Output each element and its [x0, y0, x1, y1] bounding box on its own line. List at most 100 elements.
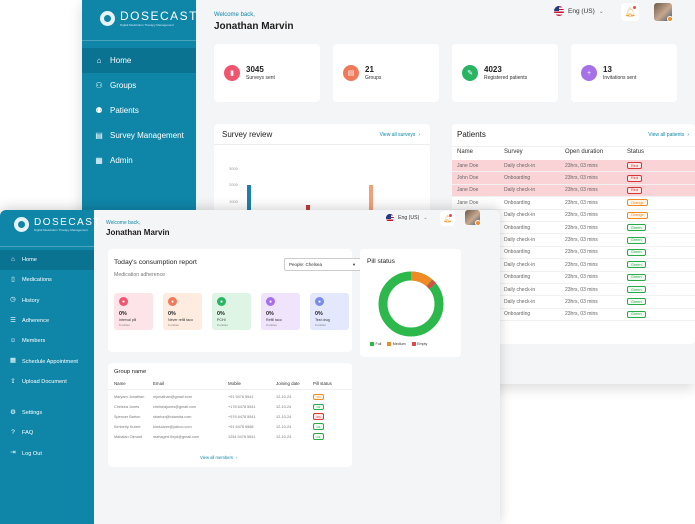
pill-icon: ●	[119, 297, 128, 306]
group-table-body: Maryam Jonathan mjonathan@gmail.com +91 94…	[108, 392, 352, 441]
status-badge: Green	[627, 273, 646, 281]
sidebar-item-settings[interactable]: ⚙ Settings	[0, 403, 94, 423]
table-row[interactable]: Kimberly Kutzer kimkutzer@yahoo.com +91 64…	[108, 422, 352, 432]
metric-card[interactable]: ● 0% Interval pill 0 entries	[114, 293, 153, 330]
brand-tagline: Digital Medication Therapy Management	[120, 23, 174, 27]
table-row[interactable]: Daily check-in 23hrs, 03 mins Green	[452, 259, 695, 272]
language-selector[interactable]: Eng (US) ⌄	[554, 6, 604, 16]
brand-name: DOSECAST	[34, 217, 102, 228]
view-all-members-link[interactable]: View all members ›	[200, 455, 237, 460]
table-row[interactable]: John Doe Onboarding 23hrs, 03 mins Red	[452, 172, 695, 185]
notification-bell-icon[interactable]: 🔔︎	[621, 3, 639, 21]
cell-status: Green	[627, 236, 687, 244]
col-header-name: Name	[457, 149, 474, 155]
sidebar-item-label: Survey Management	[110, 131, 184, 140]
metric-sub: 0 entries	[266, 322, 277, 327]
table-row[interactable]: Chelsea Jones chelseajones@gmail.com +178 …	[108, 402, 352, 412]
table-row[interactable]: Jane Doe Daily check-in 23hrs, 03 mins Red	[452, 160, 695, 173]
sidebar-item-patients[interactable]: ⚉ Patients	[82, 98, 196, 123]
view-all-patients-link[interactable]: View all patients ›	[648, 132, 689, 138]
sidebar-item-medications[interactable]: ▯ Medications	[0, 270, 94, 290]
cell-duration: 23hrs, 03 mins	[565, 237, 598, 244]
sidebar-item-adherence[interactable]: ☰ Adherence	[0, 311, 94, 331]
cell-status: Orange	[627, 199, 687, 207]
y-axis-tick: 1000	[229, 199, 238, 204]
sidebar-item-label: FAQ	[22, 430, 34, 437]
sidebar-item-home[interactable]: ⌂ Home	[0, 250, 94, 271]
sidebar-item-admin[interactable]: ▦ Admin	[82, 148, 196, 173]
avatar[interactable]	[654, 3, 673, 22]
sidebar-item-label: Upload Document	[22, 378, 67, 385]
stat-text: 21 Groups	[365, 65, 381, 81]
table-row[interactable]: Jane Doe Daily check-in 23hrs, 03 mins Red	[452, 184, 695, 198]
sidebar-item-label: Patients	[110, 106, 139, 115]
table-row[interactable]: Jane Doe Onboarding 23hrs, 03 mins Orange	[452, 197, 695, 210]
sidebar-item-faq[interactable]: ? FAQ	[0, 423, 94, 443]
stat-card: ▮ 3045 Surveys sent	[214, 44, 320, 102]
sidebar-item-upload-document[interactable]: ⇪ Upload Document	[0, 372, 94, 392]
table-row[interactable]: Daily check-in 23hrs, 03 mins Green	[452, 296, 695, 309]
table-row[interactable]: Onboarding 23hrs, 03 mins Green	[452, 222, 695, 235]
table-row[interactable]: Maryam Jonathan mjonathan@gmail.com +91 94…	[108, 392, 352, 402]
cell-survey: Daily check-in	[504, 286, 536, 293]
table-row[interactable]: Daily check-in 23hrs, 03 mins Green	[452, 284, 695, 297]
col-header-survey: Survey	[504, 149, 523, 155]
survey-icon: ▤	[95, 130, 103, 140]
cell-date: 12-10-24	[276, 434, 292, 439]
cell-name: John Doe	[457, 175, 479, 182]
cell-duration: 23hrs, 03 mins	[565, 199, 598, 206]
sidebar-item-home[interactable]: ⌂ Home	[82, 48, 196, 73]
card-divider	[214, 144, 430, 145]
metric-label: Interval pill	[119, 318, 137, 322]
sidebar-item-schedule-appointment[interactable]: ▦ Schedule Appointment	[0, 351, 94, 371]
metric-card[interactable]: ● 0% PCHI 0 entries	[212, 293, 251, 330]
table-row[interactable]: Daily check-in 23hrs, 03 mins Green	[452, 234, 695, 247]
cell-name: Spencer Barton	[114, 414, 141, 419]
user-add-icon: +	[581, 65, 597, 81]
legend-item: Medium	[387, 342, 406, 347]
table-row[interactable]: Onboarding 23hrs, 03 mins Green	[452, 309, 695, 322]
metric-sub: 0 entries	[217, 322, 228, 327]
brand-logo[interactable]: DOSECAST Digital Medication Therapy Mana…	[14, 217, 101, 232]
stat-label: Registered patients	[484, 75, 528, 81]
sidebar-item-log-out[interactable]: ⇥ Log Out	[0, 444, 94, 464]
sidebar-item-groups[interactable]: ⚇ Groups	[82, 73, 196, 98]
table-row[interactable]: Onboarding 23hrs, 03 mins Green	[452, 247, 695, 260]
table-row[interactable]: Spencer Barton sbarton@tutanota.com +976 6…	[108, 412, 352, 422]
cell-status: Green	[627, 310, 687, 318]
sidebar-item-history[interactable]: ◷ History	[0, 291, 94, 311]
chevron-right-icon: ›	[418, 132, 420, 138]
cell-name: Jane Doe	[457, 199, 479, 206]
metric-value: 0%	[315, 311, 323, 317]
metric-card[interactable]: ● 0% Test drug 0 entries	[310, 293, 349, 330]
avatar[interactable]	[465, 210, 481, 226]
metric-sub: 0 entries	[168, 322, 179, 327]
people-select[interactable]: People: Chelsea ▼	[284, 258, 361, 271]
metric-card[interactable]: ● 0% Never refill taco 0 entries	[163, 293, 202, 330]
sidebar-item-members[interactable]: ☺ Members	[0, 331, 94, 351]
y-axis-tick: 2000	[229, 182, 238, 187]
sidebar-item-survey-management[interactable]: ▤ Survey Management	[82, 123, 196, 148]
sidebar-item-label: Home	[22, 257, 37, 264]
cell-mobile: +91 6478 9568	[228, 424, 254, 429]
table-row[interactable]: Daily check-in 23hrs, 03 mins Orange	[452, 210, 695, 222]
cell-name: Jane Doe	[457, 162, 479, 169]
chart-icon: ▮	[224, 65, 240, 81]
cell-mobile: +976 6478 5541	[228, 414, 256, 419]
table-row[interactable]: Onboarding 23hrs, 03 mins Green	[452, 272, 695, 284]
consumption-report-card: Today's consumption report Medication ad…	[108, 249, 361, 352]
table-row[interactable]: Mahalan Olmard mahagert.floyd@gmail.com 12…	[108, 432, 352, 442]
stat-text: 3045 Surveys sent	[246, 65, 275, 81]
brand-logo[interactable]: DOSECAST Digital Medication Therapy Mana…	[100, 9, 198, 27]
cell-duration: 23hrs, 03 mins	[565, 311, 598, 318]
cell-email: chelseajones@gmail.com	[153, 404, 197, 409]
status-badge: Orange	[627, 199, 648, 207]
cell-survey: Daily check-in	[504, 298, 536, 305]
status-badge: Ok	[313, 423, 324, 430]
language-selector[interactable]: Eng (US) ⌄	[386, 214, 428, 222]
view-all-surveys-link[interactable]: View all surveys ›	[380, 132, 420, 138]
cell-status: Green	[627, 261, 687, 269]
metric-card[interactable]: ● 0% Refill taco 0 entries	[261, 293, 300, 330]
chevron-right-icon: ›	[235, 455, 238, 460]
notification-bell-icon[interactable]: 🔔︎	[440, 211, 455, 226]
